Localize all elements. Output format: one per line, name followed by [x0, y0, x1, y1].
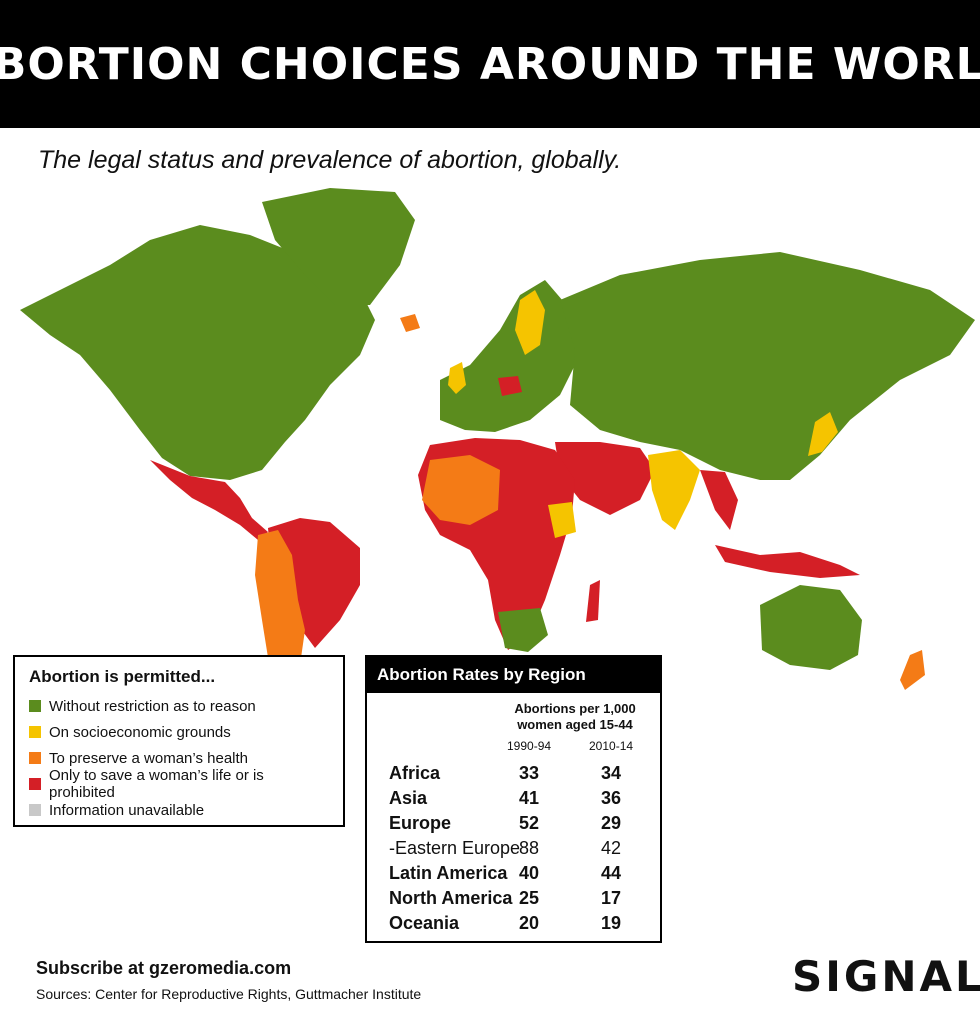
rates-table: Abortion Rates by Region Abortions per 1…: [365, 655, 662, 943]
region-iceland: [400, 314, 420, 332]
rates-unit-line: women aged 15-44: [517, 717, 633, 732]
legend-swatch: [29, 804, 41, 816]
legend-label: To preserve a woman’s health: [49, 749, 248, 767]
column-header: 2010-14: [589, 739, 634, 753]
region-name: Europe: [389, 813, 452, 833]
region-russia-asia: [560, 252, 975, 480]
region-name: North America: [389, 888, 513, 908]
legend-swatch: [29, 778, 41, 790]
region-australia: [760, 585, 862, 670]
region-indonesia: [715, 545, 860, 578]
table-row: Latin America 40 44: [367, 863, 660, 888]
header-bar: ABORTION CHOICES AROUND THE WORLD: [0, 0, 980, 128]
region-japan: [808, 412, 838, 456]
table-row: Asia 41 36: [367, 788, 660, 813]
rate-1990: 88: [518, 838, 540, 858]
region-greenland: [262, 188, 415, 305]
page-title: ABORTION CHOICES AROUND THE WORLD: [0, 38, 980, 90]
legend-label: On socioeconomic grounds: [49, 723, 231, 741]
region-name: Oceania: [389, 913, 460, 933]
region-africa-south: [498, 608, 548, 652]
region-name: Latin America: [389, 863, 508, 883]
legend-label: Without restriction as to reason: [49, 697, 256, 715]
legend-title: Abortion is permitted...: [29, 667, 216, 686]
table-row: Africa 33 34: [367, 763, 660, 788]
sources-text: Sources: Center for Reproductive Rights,…: [36, 986, 422, 1002]
rate-2010: 17: [600, 888, 622, 908]
legend-item: On socioeconomic grounds: [29, 719, 329, 745]
legend-swatch: [29, 726, 41, 738]
rates-unit-line: Abortions per 1,000: [514, 701, 636, 716]
rates-unit-label: Abortions per 1,000 women aged 15-44: [495, 701, 655, 733]
table-row: North America 25 17: [367, 888, 660, 913]
region-middle-east: [555, 442, 655, 515]
signal-logo: SIGNAL: [792, 952, 980, 1001]
region-ethiopia: [548, 502, 576, 538]
region-europe: [440, 280, 580, 432]
rate-1990: 52: [518, 813, 540, 833]
rate-1990: 20: [518, 913, 540, 933]
legend-swatch: [29, 752, 41, 764]
rate-1990: 33: [518, 763, 540, 783]
legend-label: Only to save a woman’s life or is prohib…: [49, 767, 264, 801]
region-southeast-asia: [700, 470, 738, 530]
region-name: -Eastern Europe: [389, 838, 521, 858]
world-map: [20, 188, 975, 725]
region-south-america: [268, 518, 360, 648]
table-row: Oceania 20 19: [367, 913, 660, 938]
region-uk: [448, 362, 466, 394]
rate-2010: 44: [600, 863, 622, 883]
page-subtitle: The legal status and prevalence of abort…: [38, 146, 622, 174]
region-central-america: [150, 460, 268, 540]
legend-item: To preserve a woman’s health: [29, 745, 329, 771]
legend-swatch: [29, 700, 41, 712]
region-madagascar: [586, 580, 600, 622]
rate-2010: 42: [600, 838, 622, 858]
subscribe-text: Subscribe at gzeromedia.com: [36, 958, 292, 978]
rate-1990: 41: [518, 788, 540, 808]
region-poland: [498, 376, 522, 396]
legend-label: Information unavailable: [49, 801, 205, 819]
rate-1990: 40: [518, 863, 540, 883]
map-legend: Abortion is permitted... Without restric…: [13, 655, 345, 827]
region-india: [648, 450, 700, 530]
region-africa-west: [422, 455, 500, 525]
region-name: Asia: [389, 788, 428, 808]
region-finland: [515, 290, 545, 355]
table-row: -Eastern Europe 88 42: [367, 838, 660, 863]
rate-2010: 19: [600, 913, 622, 933]
legend-item: Information unavailable: [29, 797, 329, 823]
rates-title: Abortion Rates by Region: [367, 657, 660, 693]
legend-item: Only to save a woman’s life or is prohib…: [29, 767, 329, 801]
column-header: 1990-94: [507, 739, 552, 753]
legend-item: Without restriction as to reason: [29, 693, 329, 719]
region-name: Africa: [389, 763, 441, 783]
table-row: Europe 52 29: [367, 813, 660, 838]
rate-2010: 29: [600, 813, 622, 833]
rate-2010: 34: [600, 763, 622, 783]
rate-1990: 25: [518, 888, 540, 908]
region-north-america: [20, 225, 375, 480]
rate-2010: 36: [600, 788, 622, 808]
region-new-zealand: [900, 650, 925, 690]
